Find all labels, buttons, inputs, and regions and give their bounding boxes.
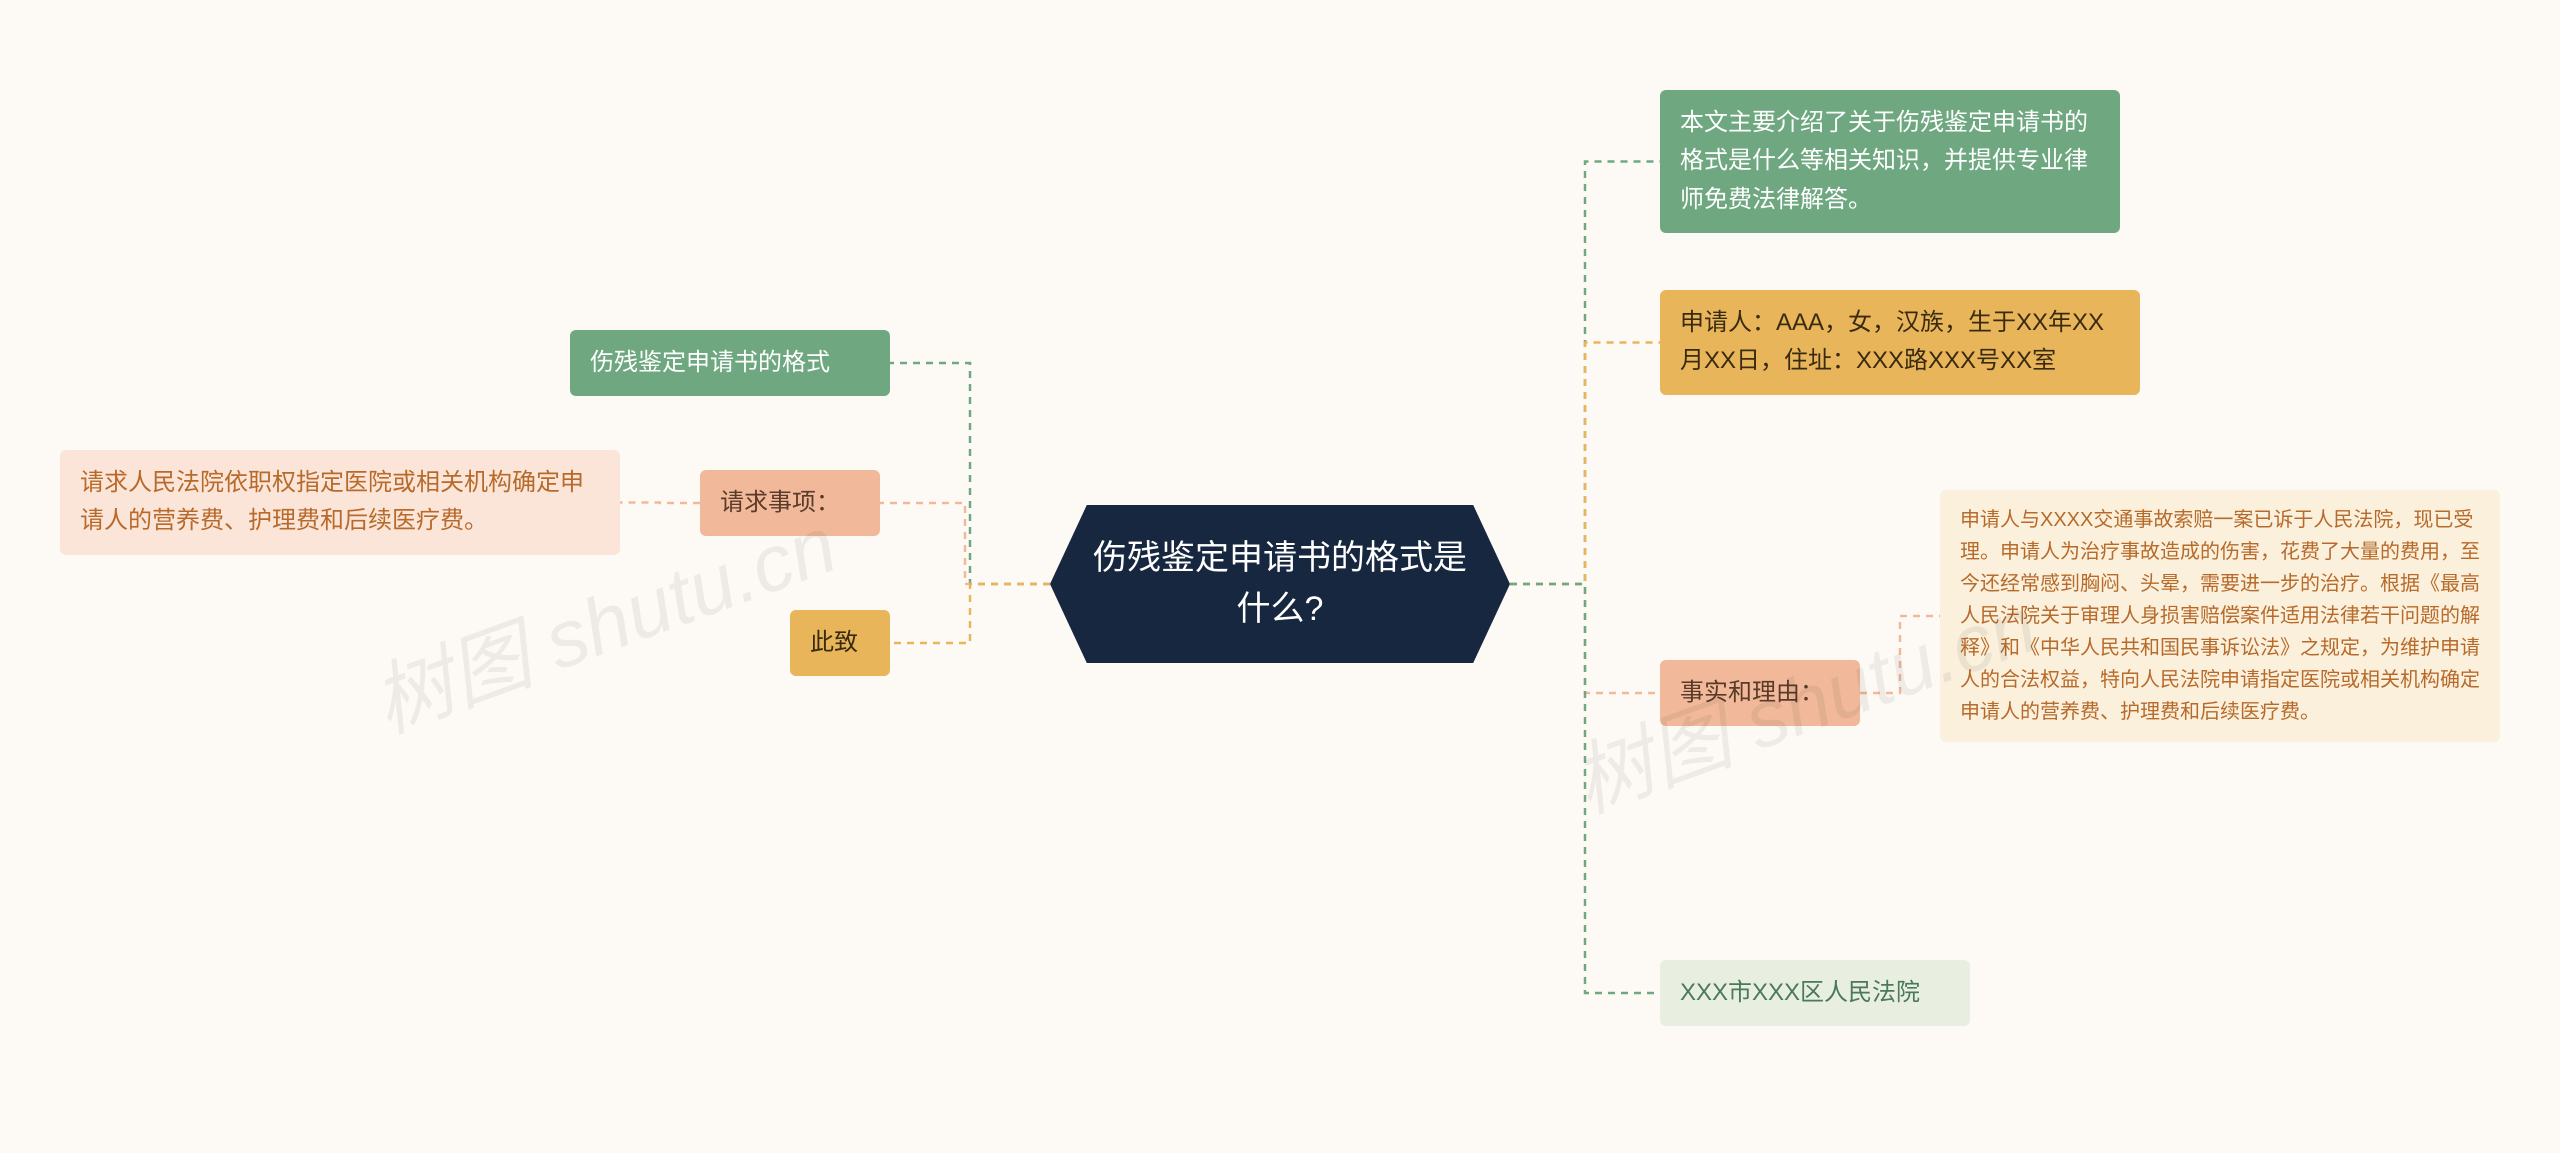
mindmap-node: 事实和理由： [1660, 660, 1860, 726]
mindmap-node: 伤残鉴定申请书的格式是什么? [1050, 505, 1510, 663]
mindmap-node: 伤残鉴定申请书的格式 [570, 330, 890, 396]
mindmap-node: 此致 [790, 610, 890, 676]
mindmap-node: 申请人与XXXX交通事故索赔一案已诉于人民法院，现已受理。申请人为治疗事故造成的… [1940, 490, 2500, 742]
mindmap-node: 请求人民法院依职权指定医院或相关机构确定申请人的营养费、护理费和后续医疗费。 [60, 450, 620, 555]
mindmap-node: 本文主要介绍了关于伤残鉴定申请书的格式是什么等相关知识，并提供专业律师免费法律解… [1660, 90, 2120, 233]
mindmap-node: 申请人：AAA，女，汉族，生于XX年XX月XX日，住址：XXX路XXX号XX室 [1660, 290, 2140, 395]
mindmap-node: XXX市XXX区人民法院 [1660, 960, 1970, 1026]
mindmap-node: 请求事项： [700, 470, 880, 536]
